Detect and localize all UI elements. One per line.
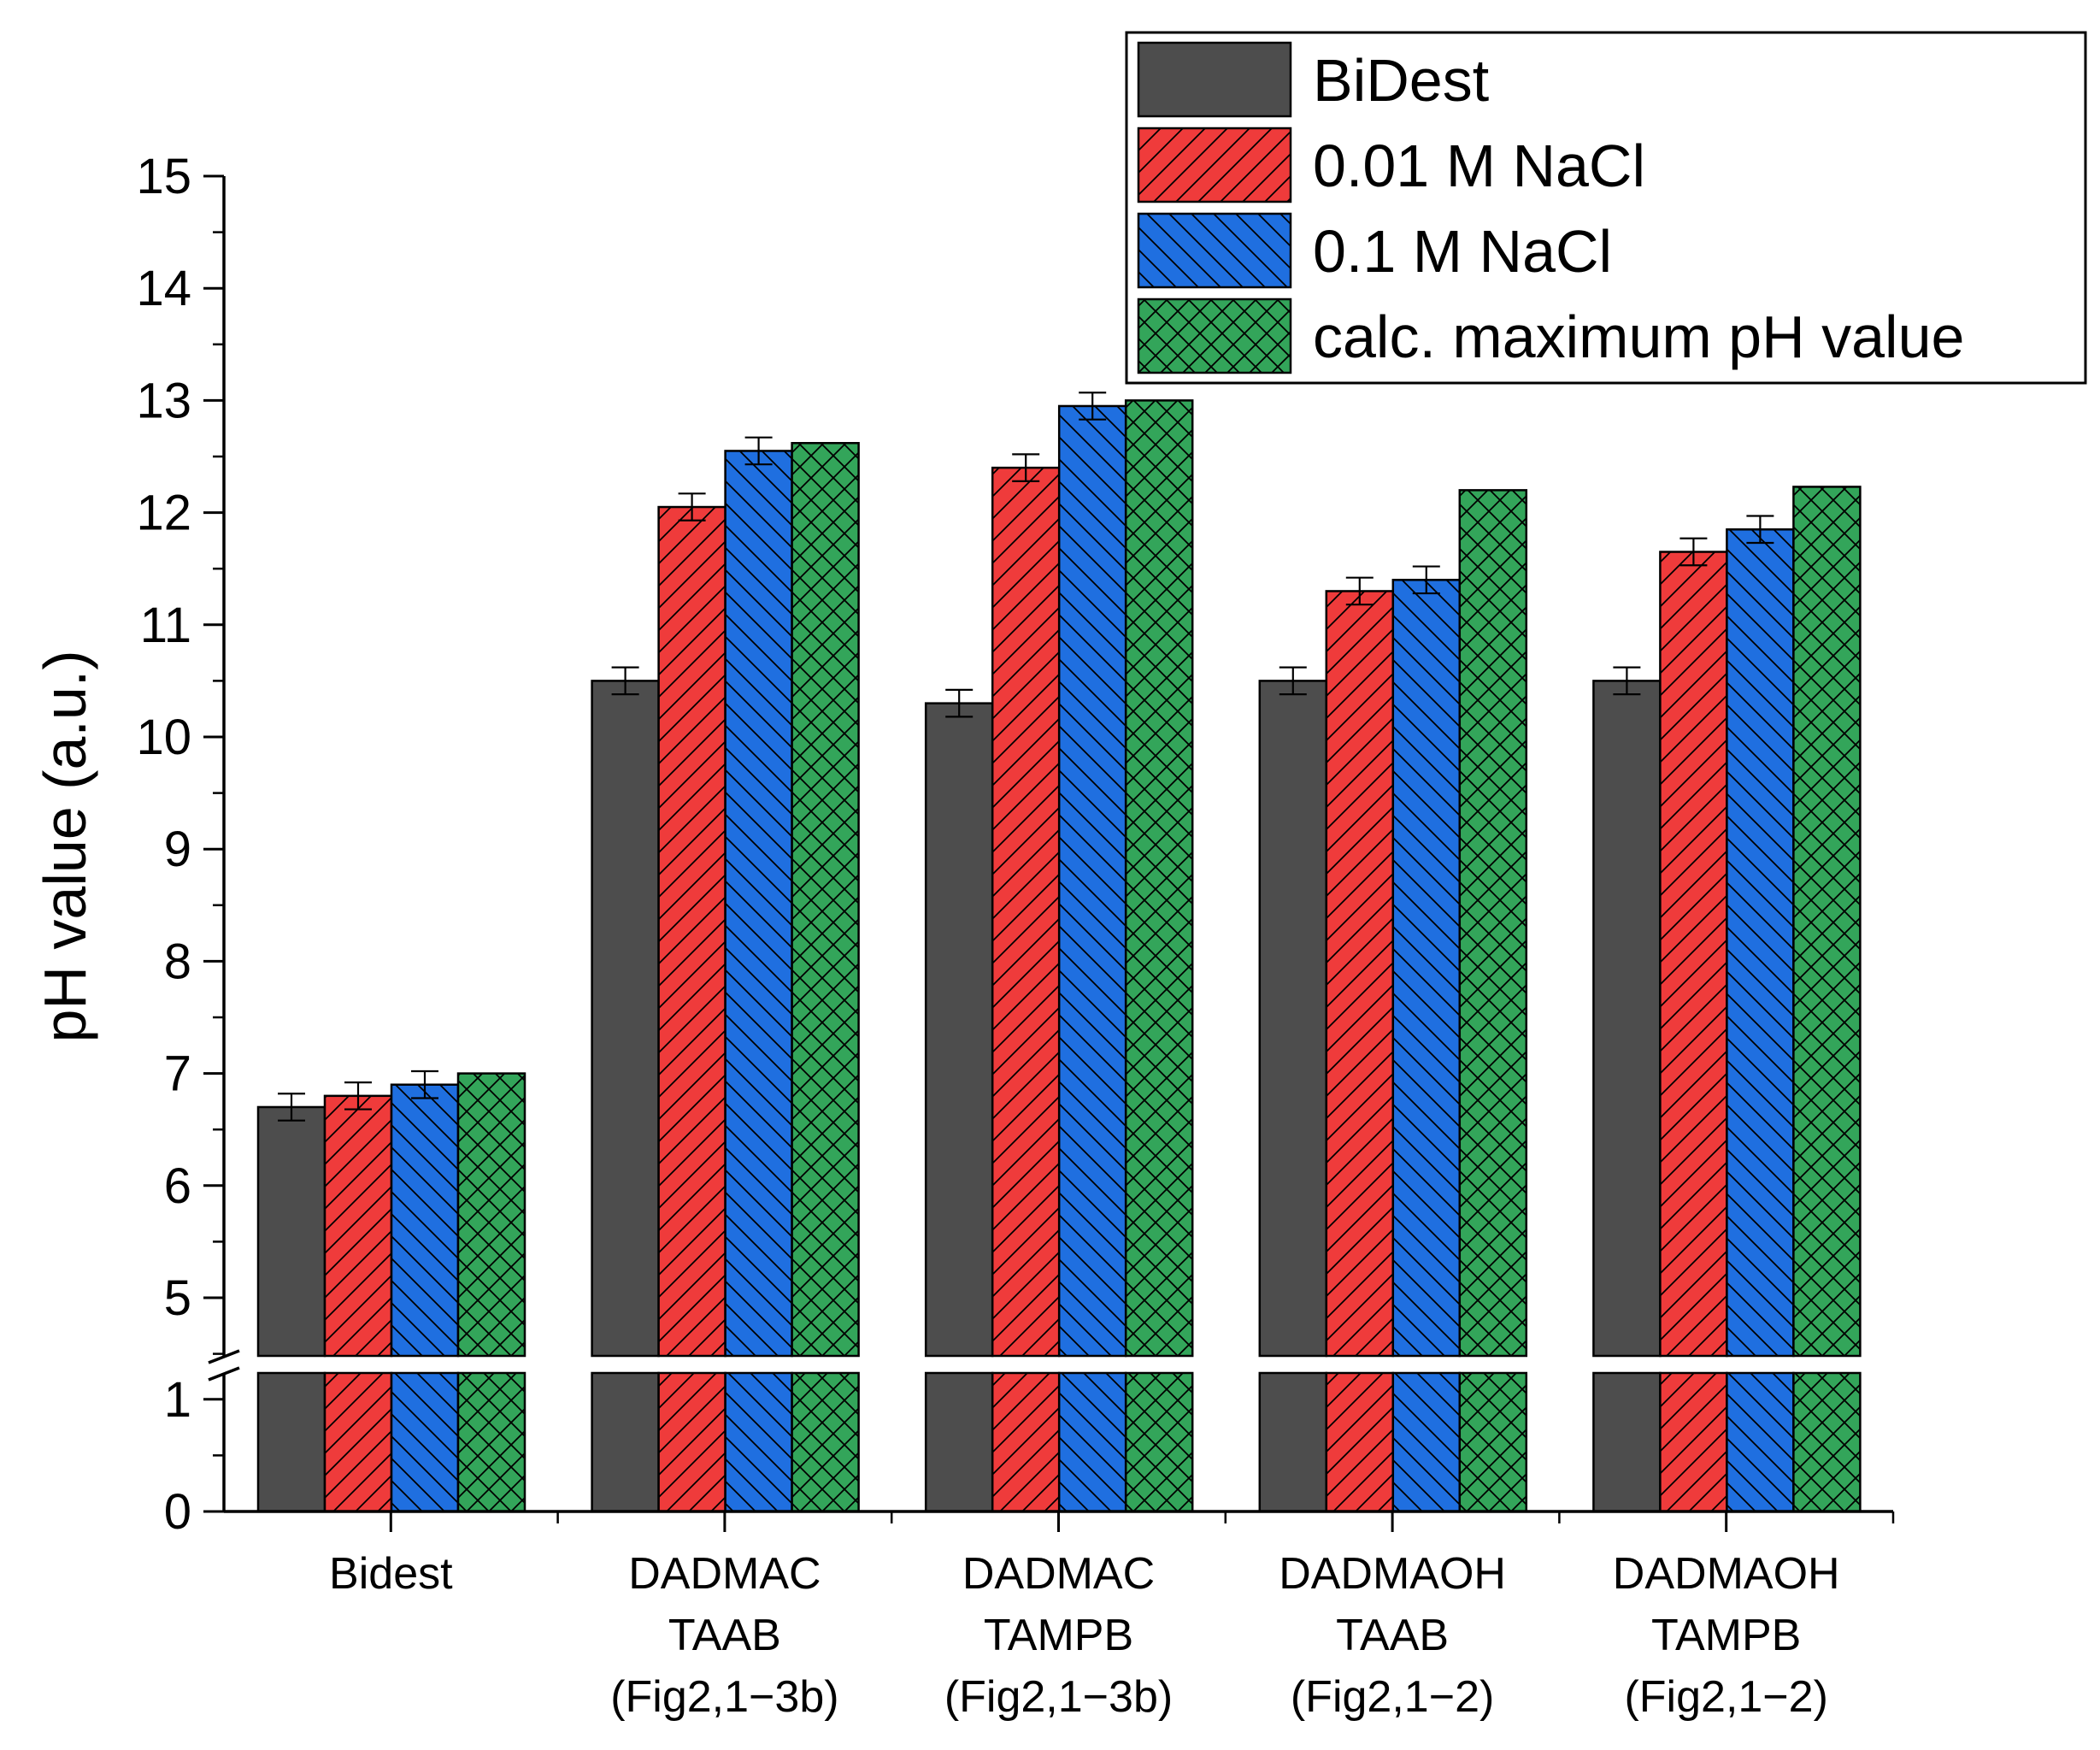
error-bars-layer: [278, 392, 1774, 1122]
y-tick-label: 0: [164, 1484, 191, 1540]
y-axis-label: pH value (a.u.): [32, 650, 98, 1042]
x-category-label-0: Bidest: [329, 1549, 453, 1599]
axes-layer: [197, 174, 1910, 1532]
error-bar-0-0: [278, 1093, 305, 1122]
error-bar-0-2: [411, 1069, 438, 1099]
y-tick-label: 13: [136, 373, 191, 428]
x-category-label-4: DADMAOH TAMPB (Fig2,1−2): [1613, 1549, 1840, 1722]
y-tick-label: 15: [136, 149, 191, 204]
bar-3-2: [1391, 579, 1462, 1513]
category-labels-layer: Bidest DADMAC TAAB (Fig2,1−3b) DADMAC TAMPB (F…: [329, 1549, 1840, 1722]
error-bar-1-2: [744, 436, 773, 466]
legend-entry-1: 0.01 M NaCl: [1137, 127, 1645, 203]
y-tick-label: 12: [136, 486, 191, 541]
error-bar-1-1: [678, 492, 706, 521]
x-category-label-2: DADMAC TAMPB (Fig2,1−3b): [944, 1549, 1173, 1722]
y-tick-label: 14: [136, 261, 191, 316]
y-tick-label: 9: [164, 822, 191, 877]
bars-layer: [256, 399, 1862, 1513]
y-tick-label: 8: [164, 934, 191, 989]
legend-label: BiDest: [1313, 47, 1489, 114]
bar-1-2: [724, 450, 793, 1513]
error-bar-3-1: [1345, 576, 1374, 606]
bar-0-2: [390, 1083, 460, 1513]
bar-2-1: [991, 466, 1061, 1513]
error-bar-2-0: [945, 688, 974, 718]
y-tick-label: 7: [164, 1046, 191, 1102]
x-category-label-3: DADMAOH TAAB (Fig2,1−2): [1279, 1549, 1506, 1722]
bar-0-1: [323, 1094, 393, 1513]
bar-3-1: [1325, 590, 1395, 1513]
bar-2-2: [1057, 404, 1127, 1513]
error-bar-4-2: [1746, 515, 1774, 545]
error-bar-4-0: [1613, 666, 1641, 696]
bar-4-2: [1726, 528, 1795, 1513]
bar-0-0: [256, 1105, 326, 1513]
bar-3-3: [1458, 489, 1528, 1513]
error-bar-1-0: [611, 666, 639, 696]
error-bar-3-2: [1412, 565, 1440, 595]
bar-1-0: [591, 680, 660, 1513]
bar-1-3: [791, 442, 860, 1513]
axis-break-mark-lower: [208, 1366, 240, 1382]
y-tick-label: 5: [164, 1270, 191, 1326]
error-bar-0-1: [344, 1081, 372, 1111]
y-tick-label: 11: [140, 598, 191, 653]
bar-4-1: [1659, 551, 1728, 1513]
y-tick-label: 6: [164, 1158, 191, 1214]
axis-break-gap: [197, 1357, 1910, 1372]
bar-3-0: [1258, 680, 1328, 1513]
error-bar-2-2: [1079, 392, 1107, 421]
bar-0-3: [456, 1072, 526, 1513]
y-tick-label: 1: [164, 1372, 191, 1428]
bar-2-0: [924, 702, 994, 1513]
error-bar-3-0: [1279, 666, 1307, 696]
legend-label: 0.1 M NaCl: [1313, 218, 1612, 285]
tick-labels-layer: 5 6 7 8 9 10 11 12 13 14 15 0 1: [136, 149, 191, 1540]
legend: BiDest 0.01 M NaCl 0.1 M NaCl calc. maximum…: [1125, 31, 2087, 385]
legend-label: calc. maximum pH value: [1313, 303, 1964, 370]
bar-4-3: [1792, 486, 1862, 1513]
error-bar-2-1: [1012, 453, 1040, 482]
legend-entry-3: calc. maximum pH value: [1137, 298, 1964, 374]
error-bar-4-1: [1679, 537, 1708, 567]
legend-entry-2: 0.1 M NaCl: [1137, 212, 1612, 289]
x-category-label-1: DADMAC TAAB (Fig2,1−3b): [610, 1549, 838, 1722]
legend-label: 0.01 M NaCl: [1313, 133, 1645, 199]
axis-break-mark-upper: [208, 1349, 240, 1364]
bar-2-3: [1124, 399, 1194, 1513]
legend-entry-0: BiDest: [1137, 41, 1489, 118]
y-tick-label: 10: [136, 710, 191, 765]
bar-4-0: [1592, 680, 1662, 1513]
